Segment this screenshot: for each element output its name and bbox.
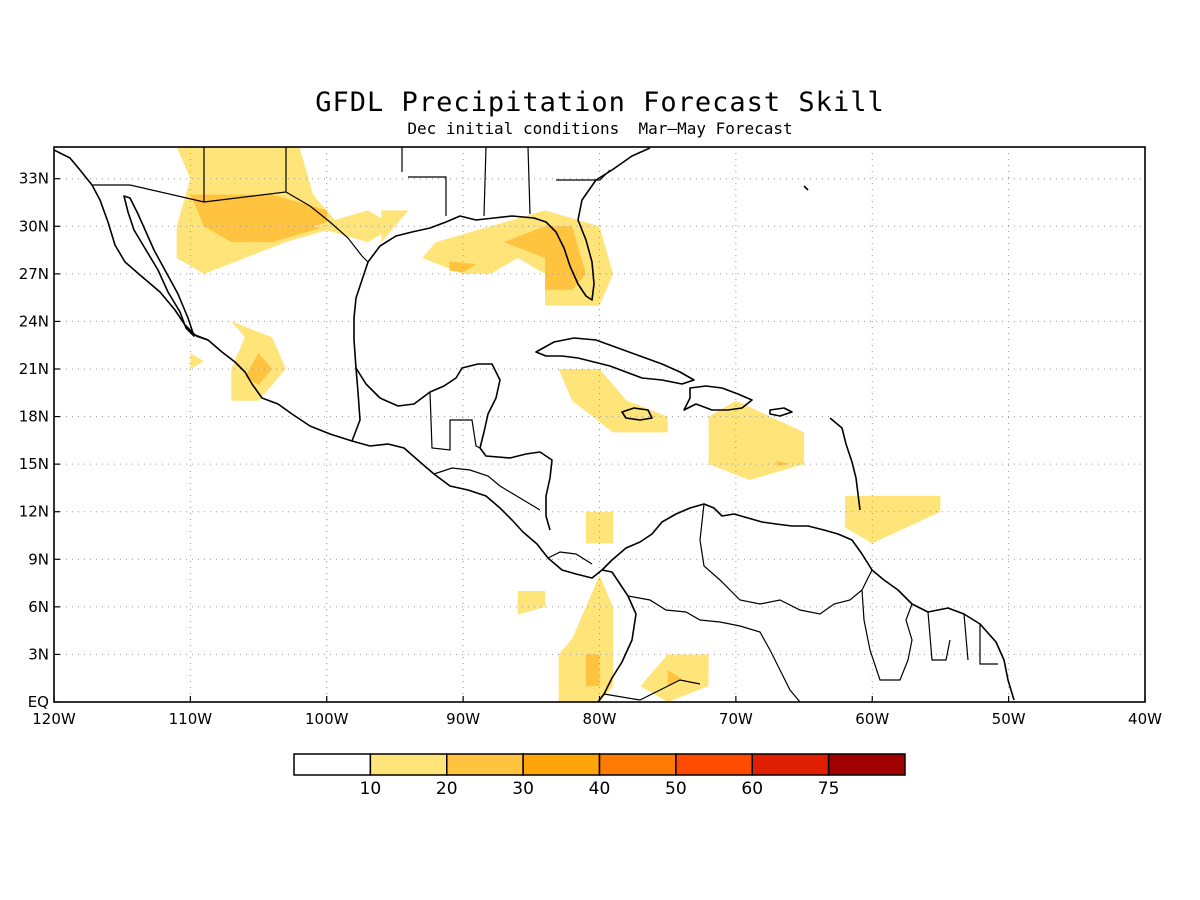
skill-region-17 [558, 575, 614, 702]
skill-region-5 [422, 210, 614, 306]
x-tick-label: 110W [169, 710, 213, 728]
colorbar-swatch [751, 753, 830, 776]
colorbar-label: 10 [360, 779, 382, 799]
colorbar-swatch [598, 753, 677, 776]
coastline-gulf [195, 147, 651, 442]
y-tick-label: 3N [28, 645, 49, 663]
skill-region-18 [585, 654, 600, 687]
skill-region-16 [517, 591, 545, 615]
skill-region-11 [558, 369, 668, 433]
x-tick-label: 40W [1128, 710, 1162, 728]
colorbar-swatch [293, 753, 372, 776]
colorbar-label: 30 [512, 779, 534, 799]
skill-region-2 [190, 194, 327, 243]
y-tick-label: 21N [19, 360, 49, 378]
skill-region-7 [449, 261, 477, 273]
border-central-america [429, 391, 593, 565]
colorbar: 10 20 30 40 50 60 75 [293, 753, 906, 799]
coastline-mexico-pacific [54, 149, 637, 702]
y-tick-label: 24N [19, 312, 49, 330]
x-axis: 120W 110W 100W 90W 80W 70W 60W 50W 40W [32, 696, 1162, 728]
border-south-america [603, 503, 998, 702]
x-tick-label: 60W [855, 710, 889, 728]
skill-region-4 [381, 210, 409, 243]
coastline-puerto-rico [769, 407, 793, 417]
skill-region-6 [504, 226, 586, 290]
y-tick-label: 18N [19, 408, 49, 426]
coastline-lesser-antilles [803, 185, 861, 511]
border-us-states [401, 147, 611, 217]
colorbar-label: 40 [589, 779, 611, 799]
map-title: GFDL Precipitation Forecast Skill [315, 87, 884, 118]
x-tick-label: 50W [992, 710, 1026, 728]
colorbar-label: 60 [741, 779, 763, 799]
x-tick-label: 70W [719, 710, 753, 728]
coastline-jamaica [621, 407, 653, 421]
colorbar-swatch [369, 753, 448, 776]
colorbar-swatch [522, 753, 601, 776]
y-tick-label: 12N [19, 503, 49, 521]
y-tick-label: 6N [28, 598, 49, 616]
colorbar-label: 75 [818, 779, 840, 799]
coastline-hispaniola [683, 385, 753, 411]
x-tick-label: 120W [32, 710, 76, 728]
political-borders [92, 147, 998, 702]
y-tick-label: EQ [28, 693, 49, 711]
skill-shading [176, 147, 941, 702]
y-tick-label: 30N [19, 217, 49, 235]
skill-region-12 [708, 400, 805, 480]
skill-region-20 [667, 670, 682, 687]
y-tick-label: 9N [28, 550, 49, 568]
colorbar-label: 50 [665, 779, 687, 799]
colorbar-swatch [827, 753, 906, 776]
coastline-south-america [601, 503, 1015, 701]
x-tick-label: 80W [583, 710, 617, 728]
y-tick-label: 27N [19, 265, 49, 283]
y-tick-label: 33N [19, 170, 49, 188]
skill-region-15 [585, 511, 614, 544]
border-us-mexico [92, 147, 369, 263]
colorbar-swatch [675, 753, 753, 776]
x-tick-label: 100W [305, 710, 349, 728]
colorbar-label: 20 [436, 779, 458, 799]
map-subtitle: Dec initial conditions Mar—May Forecast [407, 119, 792, 138]
coastline-yucatan [355, 363, 553, 531]
coastline-baja [123, 195, 195, 337]
coastline-cuba [535, 337, 695, 385]
y-tick-label: 15N [19, 455, 49, 473]
colorbar-swatch [446, 753, 524, 776]
coastlines [54, 147, 1015, 702]
skill-region-10 [190, 353, 204, 369]
y-axis: EQ 3N 6N 9N 12N 15N 18N 21N 24N 27N 30N 33N [19, 170, 60, 711]
grid-lines [54, 147, 1145, 702]
x-tick-label: 90W [446, 710, 480, 728]
skill-region-14 [845, 495, 941, 544]
